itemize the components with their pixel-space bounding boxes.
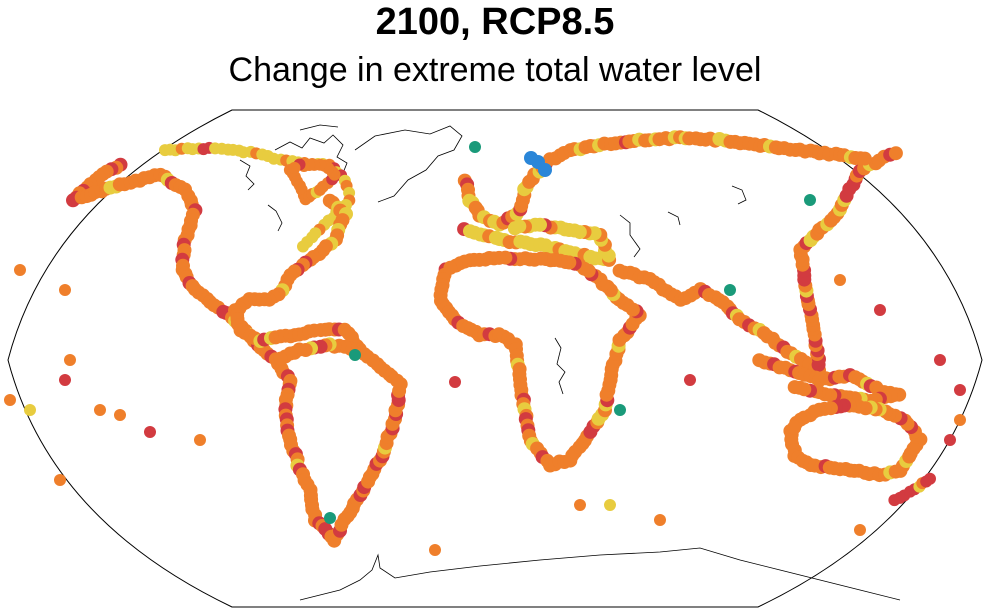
coast-point [289, 162, 301, 174]
coast-point [429, 544, 441, 556]
coast-point [64, 354, 76, 366]
coast-point [854, 524, 866, 536]
coast-point [604, 499, 616, 511]
coast-point [449, 376, 461, 388]
coast-point [654, 514, 666, 526]
coast-point [788, 380, 802, 394]
coast-point [724, 284, 736, 296]
coast-point [297, 241, 309, 253]
coast-point [574, 499, 586, 511]
coast-point [349, 349, 361, 361]
coast-point [924, 473, 936, 485]
coast-point [59, 284, 71, 296]
coast-point [194, 434, 206, 446]
coast-point [274, 352, 288, 366]
coast-point [934, 354, 946, 366]
coast-point [524, 151, 538, 165]
coast-point [834, 274, 846, 286]
coast-point [24, 404, 36, 416]
map-frame [8, 110, 982, 607]
coast-point [14, 264, 26, 276]
coast-point [954, 384, 966, 396]
coast-point [508, 221, 522, 235]
coast-point [538, 163, 552, 177]
coast-point [614, 404, 626, 416]
coast-point [944, 434, 956, 446]
coast-point [469, 141, 481, 153]
coast-point [114, 409, 126, 421]
coast-point [94, 404, 106, 416]
coast-point [874, 304, 886, 316]
coast-point [144, 426, 156, 438]
coast-point [59, 374, 71, 386]
coast-point [4, 394, 16, 406]
coast-point [954, 414, 966, 426]
coast-point [443, 261, 457, 275]
coast-point [54, 474, 66, 486]
coast-point [858, 152, 872, 166]
coast-point [324, 512, 336, 524]
coast-point [804, 194, 816, 206]
water-level-points [4, 130, 966, 556]
coast-point [684, 374, 696, 386]
coast-point [889, 146, 903, 160]
antarctica-coastline [300, 548, 900, 600]
coast-point [787, 421, 801, 435]
